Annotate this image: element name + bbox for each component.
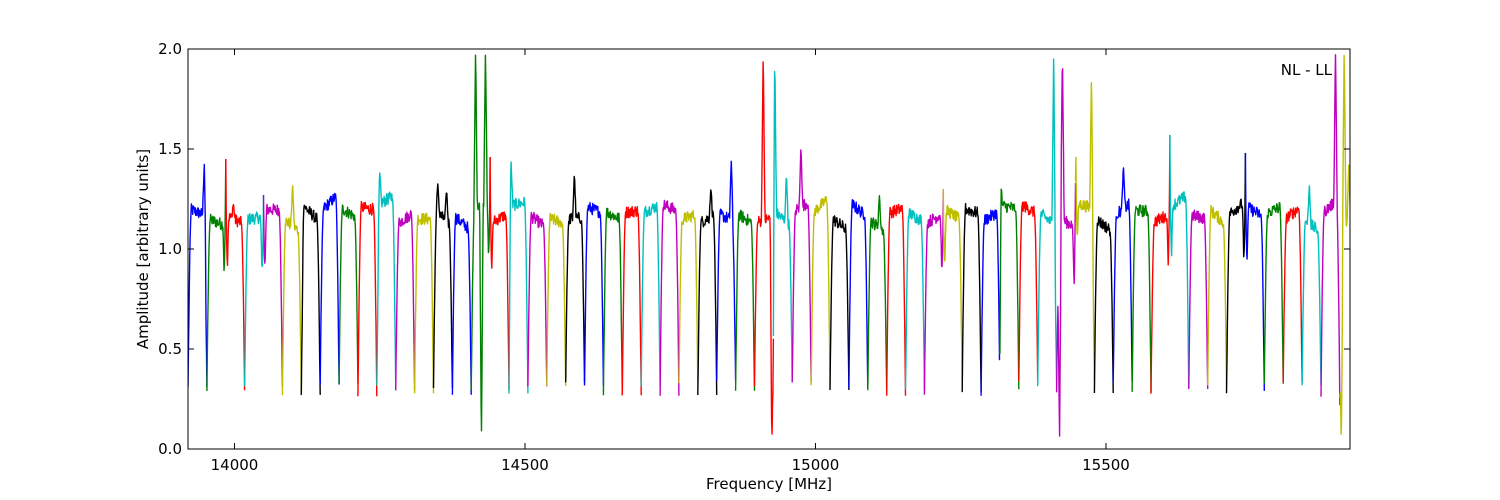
channel-trace <box>300 204 321 395</box>
channel-trace <box>225 158 246 391</box>
channel-trace <box>413 212 435 394</box>
channel-trace <box>640 201 661 387</box>
channel-trace <box>678 209 699 384</box>
channel-trace <box>1055 68 1077 437</box>
channel-trace <box>923 188 944 395</box>
y-axis-label: Amplitude [arbitrary units] <box>134 149 152 349</box>
channel-trace <box>206 158 227 392</box>
channel-trace <box>904 207 926 390</box>
channel-trace <box>621 205 642 396</box>
series-layer <box>188 54 1350 437</box>
channel-trace <box>376 172 397 386</box>
channel-trace <box>527 211 548 387</box>
channel-trace <box>886 203 907 396</box>
axes-background <box>188 49 1350 449</box>
channel-trace <box>1263 201 1284 384</box>
channel-trace <box>1188 209 1209 390</box>
channel-trace <box>1339 54 1350 435</box>
channel-trace <box>961 202 982 393</box>
channel-trace <box>281 185 302 396</box>
channel-trace <box>1074 81 1096 382</box>
y-tick-label: 0.5 <box>158 340 182 358</box>
channel-trace <box>734 209 756 391</box>
channel-trace <box>1206 204 1228 386</box>
y-tick-label: 2.0 <box>158 40 182 58</box>
channel-trace <box>716 160 737 382</box>
channel-trace <box>602 207 623 396</box>
channel-trace <box>999 188 1020 390</box>
ticks-layer: 14000 14500 15000 15500 0.0 0.5 1.0 1.5 2.0 <box>158 40 1350 474</box>
channel-trace <box>1112 167 1133 382</box>
channel-trace <box>1244 152 1266 391</box>
channel-trace <box>1036 58 1058 387</box>
x-tick-label: 14500 <box>501 456 549 474</box>
channel-trace <box>1320 54 1341 406</box>
channel-trace <box>565 175 586 383</box>
channel-trace <box>1093 216 1114 394</box>
channel-trace <box>942 188 963 384</box>
channel-trace <box>583 201 605 386</box>
channel-trace <box>432 183 454 389</box>
x-tick-label: 15500 <box>1082 456 1130 474</box>
channel-trace <box>659 199 680 396</box>
channel-trace <box>1225 152 1247 394</box>
channel-trace <box>395 209 416 391</box>
channel-trace <box>546 212 567 386</box>
channel-trace <box>1169 134 1190 389</box>
channel-trace <box>188 163 208 387</box>
channel-trace <box>772 70 793 383</box>
channel-trace <box>829 215 850 391</box>
channel-trace <box>262 194 284 387</box>
channel-trace <box>243 194 265 387</box>
y-tick-label: 1.5 <box>158 140 182 158</box>
plot-area <box>187 48 1351 450</box>
annotation-label: NL - LL <box>1281 61 1333 79</box>
channel-trace <box>867 194 888 391</box>
channel-trace <box>1282 206 1303 383</box>
channel-trace <box>1150 134 1171 394</box>
channel-trace <box>489 156 510 390</box>
channel-trace <box>791 149 812 383</box>
channel-trace <box>753 61 775 435</box>
channel-trace <box>1018 201 1039 382</box>
x-tick-label: 14000 <box>211 456 259 474</box>
channel-trace <box>319 192 340 385</box>
channel-trace <box>470 54 491 432</box>
channel-trace <box>1131 204 1152 392</box>
x-tick-label: 15000 <box>792 456 840 474</box>
y-tick-label: 0.0 <box>158 440 182 458</box>
channel-trace <box>451 212 472 395</box>
y-tick-label: 1.0 <box>158 240 182 258</box>
channel-trace <box>357 200 378 397</box>
channel-trace <box>810 195 831 386</box>
channel-trace <box>848 199 869 389</box>
channel-trace <box>980 209 1001 396</box>
channel-trace <box>508 161 529 394</box>
channel-trace <box>697 189 718 396</box>
x-axis-label: Frequency [MHz] <box>706 475 832 493</box>
channel-trace <box>1301 185 1322 386</box>
channel-trace <box>338 204 359 384</box>
